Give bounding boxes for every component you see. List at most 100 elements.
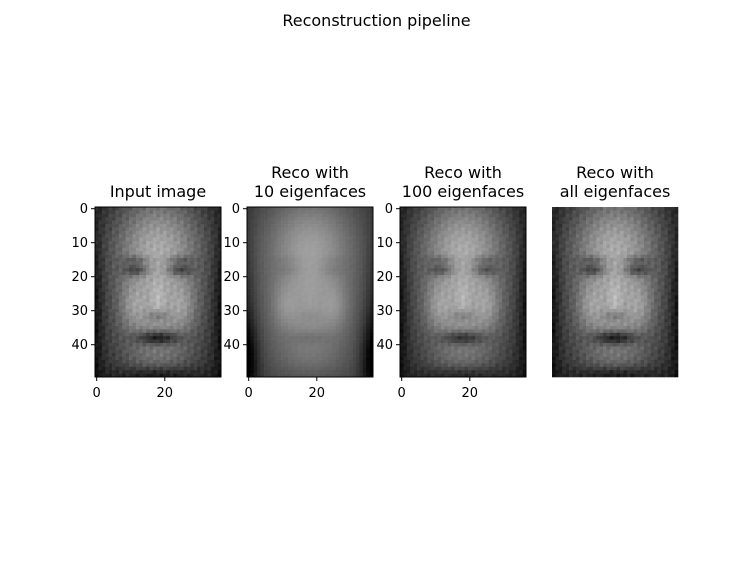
image-cell: [298, 237, 302, 242]
image-cell: [515, 264, 520, 269]
image-cell: [335, 254, 340, 259]
image-cell: [451, 288, 455, 293]
image-cell: [270, 258, 275, 262]
image-cell: [359, 224, 364, 228]
image-cell: [355, 315, 360, 320]
image-cell: [325, 302, 330, 306]
image-cell: [264, 366, 268, 371]
image-cell: [125, 230, 130, 235]
image-cell: [417, 295, 421, 300]
image-cell: [502, 302, 506, 306]
image-cell: [101, 261, 106, 266]
image-cell: [485, 312, 489, 317]
image-cell: [420, 230, 425, 235]
image-cell: [352, 241, 357, 245]
image-cell: [464, 220, 469, 225]
image-cell: [257, 278, 261, 283]
image-cell: [417, 220, 421, 225]
image-cell: [366, 244, 370, 249]
image-cell: [108, 261, 113, 266]
image-cell: [210, 220, 215, 225]
image-cell: [328, 315, 333, 320]
image-cell: [98, 312, 103, 317]
image-cell: [274, 244, 278, 249]
y-tick-label: 0: [80, 202, 88, 217]
image-cell: [355, 224, 360, 228]
image-cell: [345, 360, 350, 364]
image-cell: [284, 326, 289, 330]
image-cell: [132, 275, 137, 279]
image-cell: [413, 288, 418, 293]
image-cell: [328, 258, 333, 262]
image-cell: [281, 363, 285, 368]
image-cell: [267, 207, 272, 211]
image-cell: [413, 230, 418, 235]
image-cell: [101, 332, 106, 337]
image-cell: [400, 241, 404, 245]
image-cell: [250, 254, 255, 259]
image-cell: [250, 275, 255, 279]
image-cell: [315, 278, 319, 283]
image-cell: [454, 254, 459, 259]
image-cell: [132, 288, 137, 293]
image-cell: [142, 373, 147, 378]
image-cell: [451, 295, 455, 300]
image-cell: [105, 315, 109, 320]
image-cell: [352, 207, 357, 211]
image-cell: [338, 353, 343, 357]
image-cell: [451, 213, 455, 218]
image-cell: [512, 281, 517, 286]
image-cell: [362, 302, 367, 306]
image-cell: [193, 329, 198, 334]
image-cell: [491, 278, 496, 283]
image-cell: [142, 213, 147, 218]
image-cell: [304, 217, 309, 221]
image-cell: [115, 329, 120, 334]
image-cell: [207, 366, 212, 371]
image-cell: [190, 247, 195, 252]
image-cell: [105, 244, 109, 249]
image-cell: [359, 254, 364, 259]
image-cell: [118, 241, 123, 245]
image-cell: [332, 237, 336, 242]
image-cell: [132, 292, 137, 296]
image-cell: [217, 373, 222, 378]
image-cell: [308, 288, 313, 293]
image-cell: [335, 319, 340, 323]
image-cell: [519, 271, 523, 276]
image-cell: [190, 302, 195, 306]
image-cell: [163, 230, 167, 235]
image-cell: [166, 298, 171, 303]
image-cell: [403, 305, 408, 310]
image-cell: [325, 244, 330, 249]
image-cell: [447, 241, 452, 245]
image-cell: [495, 258, 500, 262]
image-cell: [332, 288, 336, 293]
image-cell: [139, 251, 143, 255]
image-cell: [440, 268, 445, 272]
image-cell: [166, 217, 171, 221]
image-cell: [366, 234, 370, 238]
image-cell: [311, 305, 316, 310]
image-cell: [180, 210, 184, 215]
image-cell: [406, 224, 411, 228]
image-cell: [352, 370, 357, 374]
image-cell: [369, 278, 374, 283]
image-cell: [180, 373, 184, 378]
image-cell: [366, 258, 370, 262]
image-cell: [156, 292, 161, 296]
image-cell: [342, 261, 347, 266]
image-cell: [464, 207, 469, 211]
image-cell: [129, 230, 133, 235]
image-cell: [345, 281, 350, 286]
image-cell: [207, 315, 212, 320]
image-cell: [315, 288, 319, 293]
image-cell: [423, 261, 428, 266]
image-cell: [359, 261, 364, 266]
image-cell: [193, 370, 198, 374]
image-cell: [139, 373, 143, 378]
image-cell: [214, 271, 218, 276]
image-cell: [203, 322, 208, 327]
image-cell: [512, 234, 517, 238]
image-cell: [210, 288, 215, 293]
